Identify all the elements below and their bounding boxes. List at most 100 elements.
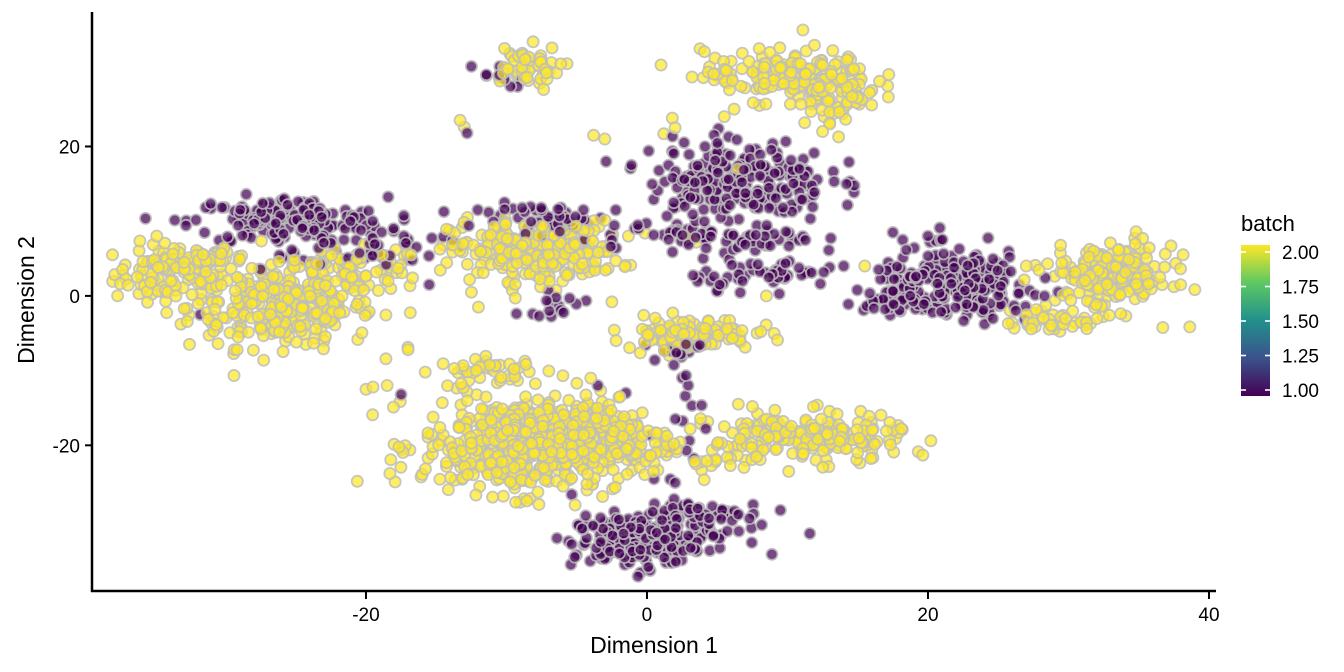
data-point (737, 163, 751, 177)
data-point (700, 454, 714, 468)
data-point (1058, 312, 1072, 326)
data-point (678, 199, 692, 213)
data-point (613, 390, 627, 404)
data-point (624, 158, 638, 172)
data-point (272, 325, 286, 339)
data-point (817, 265, 831, 279)
data-point (324, 248, 338, 262)
data-point (404, 248, 418, 262)
data-point (604, 239, 618, 253)
data-point (509, 495, 523, 509)
data-point (669, 521, 683, 535)
data-point (873, 74, 887, 88)
data-point (762, 270, 776, 284)
data-point (994, 279, 1008, 293)
data-point (166, 247, 180, 261)
data-point (765, 547, 779, 561)
data-point (657, 343, 671, 357)
data-point (557, 305, 571, 319)
data-point (779, 225, 793, 239)
data-point (773, 503, 787, 517)
data-point (495, 402, 509, 416)
data-point (832, 105, 846, 119)
data-point (841, 297, 855, 311)
data-point (1158, 260, 1172, 274)
data-point (684, 541, 698, 555)
data-point (794, 97, 808, 111)
data-point (708, 153, 722, 167)
data-point (746, 65, 760, 79)
points-layer (106, 23, 1202, 583)
data-point (633, 543, 647, 557)
data-point (804, 105, 818, 119)
data-point (535, 219, 549, 233)
x-tick-label: 40 (1198, 605, 1219, 626)
data-point (306, 336, 320, 350)
data-point (725, 74, 739, 88)
data-point (151, 260, 165, 274)
data-point (735, 324, 749, 338)
data-point (586, 234, 600, 248)
data-point (982, 272, 996, 286)
data-point (753, 169, 767, 183)
data-point (881, 90, 895, 104)
data-point (1012, 286, 1026, 300)
data-point (807, 400, 821, 414)
data-point (608, 480, 622, 494)
data-point (447, 361, 461, 375)
data-point (392, 440, 406, 454)
data-point (698, 140, 712, 154)
data-point (784, 153, 798, 167)
data-point (610, 447, 624, 461)
data-point (1038, 289, 1052, 303)
data-point (823, 81, 837, 95)
data-point (645, 177, 659, 191)
data-point (986, 252, 1000, 266)
data-point (518, 53, 532, 67)
data-point (464, 59, 478, 73)
data-point (830, 407, 844, 421)
data-point (509, 246, 523, 260)
data-point (666, 245, 680, 259)
data-point (228, 284, 242, 298)
data-point (403, 306, 417, 320)
data-point (534, 201, 548, 215)
data-point (607, 323, 621, 337)
data-point (865, 98, 879, 112)
data-point (180, 314, 194, 328)
data-point (879, 424, 893, 438)
data-point (501, 423, 515, 437)
data-point (607, 424, 621, 438)
y-tick-label: 20 (59, 137, 80, 158)
data-point (1103, 236, 1117, 250)
data-point (531, 393, 545, 407)
data-point (688, 455, 702, 469)
data-point (433, 242, 447, 256)
data-point (316, 342, 330, 356)
data-point (1009, 304, 1023, 318)
data-point (717, 420, 731, 434)
data-point (1036, 311, 1050, 325)
data-point (609, 203, 623, 217)
data-point (198, 226, 212, 240)
data-point (654, 323, 668, 337)
data-point (679, 337, 693, 351)
data-point (507, 460, 521, 474)
data-point (575, 257, 589, 271)
data-point (484, 456, 498, 470)
data-point (337, 233, 351, 247)
data-point (471, 203, 485, 217)
data-point (581, 467, 595, 481)
data-point (644, 449, 658, 463)
data-point (381, 190, 395, 204)
data-point (807, 421, 821, 435)
data-point (245, 261, 259, 275)
data-point (1080, 322, 1094, 336)
data-point (289, 335, 303, 349)
data-point (657, 551, 671, 565)
data-point (803, 527, 817, 541)
data-point (295, 221, 309, 235)
data-point (931, 277, 945, 291)
data-point (281, 292, 295, 306)
data-point (852, 431, 866, 445)
